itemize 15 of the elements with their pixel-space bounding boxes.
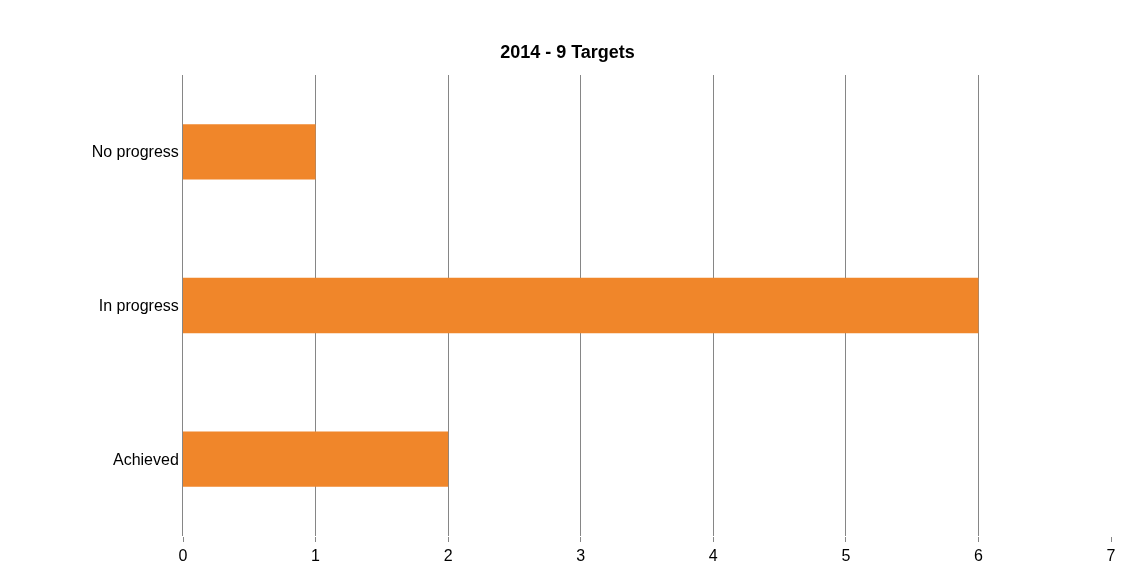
x-tick-label: 0 xyxy=(178,547,188,565)
x-tick-label: 3 xyxy=(576,547,586,565)
y-tick-label: In progress xyxy=(98,297,179,315)
bar xyxy=(183,431,449,487)
x-tick-label: 4 xyxy=(708,547,718,565)
y-tick-label: No progress xyxy=(91,143,179,161)
chart-title: 2014 - 9 Targets xyxy=(500,42,635,63)
x-tick-label: 6 xyxy=(973,547,983,565)
bar xyxy=(183,124,316,180)
y-tick-label: Achieved xyxy=(112,450,179,468)
bar xyxy=(183,277,979,334)
x-tick-label: 7 xyxy=(1106,547,1116,565)
x-tick-label: 5 xyxy=(841,547,851,565)
x-tick-label: 1 xyxy=(311,547,321,565)
x-tick-label: 2 xyxy=(443,547,453,565)
